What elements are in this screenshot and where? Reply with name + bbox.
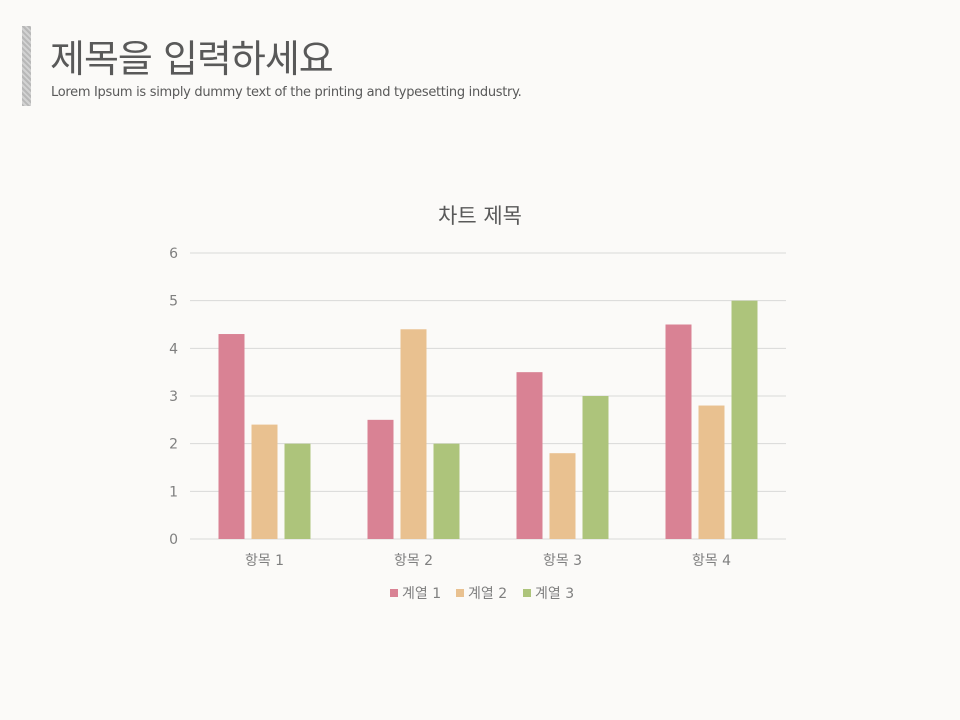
slide-subtitle: Lorem Ipsum is simply dummy text of the … <box>51 85 522 100</box>
title-accent-bar <box>22 26 31 106</box>
bar <box>582 396 609 539</box>
bar <box>516 372 543 539</box>
legend-label: 계열 3 <box>535 586 574 602</box>
bar <box>665 324 692 539</box>
y-tick-label: 6 <box>169 246 178 262</box>
legend-swatch <box>390 589 398 597</box>
slide-title: 제목을 입력하세요 <box>50 37 334 81</box>
x-category-label: 항목 1 <box>245 553 284 569</box>
chart-title: 차트 제목 <box>438 204 522 228</box>
bar <box>367 419 394 539</box>
bar <box>284 443 311 539</box>
x-category-label: 항목 2 <box>394 553 433 569</box>
x-category-label: 항목 3 <box>543 553 582 569</box>
legend-swatch <box>456 589 464 597</box>
bar <box>218 334 245 539</box>
bar <box>433 443 460 539</box>
bar <box>698 405 725 539</box>
legend-label: 계열 2 <box>468 586 507 602</box>
bar <box>731 300 758 539</box>
bar <box>549 453 576 539</box>
y-tick-label: 1 <box>169 484 178 500</box>
y-tick-label: 4 <box>169 341 178 357</box>
x-category-label: 항목 4 <box>692 553 731 569</box>
bar <box>400 329 427 539</box>
y-tick-label: 0 <box>169 532 178 548</box>
legend-label: 계열 1 <box>402 586 441 602</box>
y-tick-label: 5 <box>169 294 178 310</box>
bar <box>251 424 278 539</box>
y-tick-label: 3 <box>169 389 178 405</box>
y-tick-label: 2 <box>169 437 178 453</box>
legend-swatch <box>523 589 531 597</box>
